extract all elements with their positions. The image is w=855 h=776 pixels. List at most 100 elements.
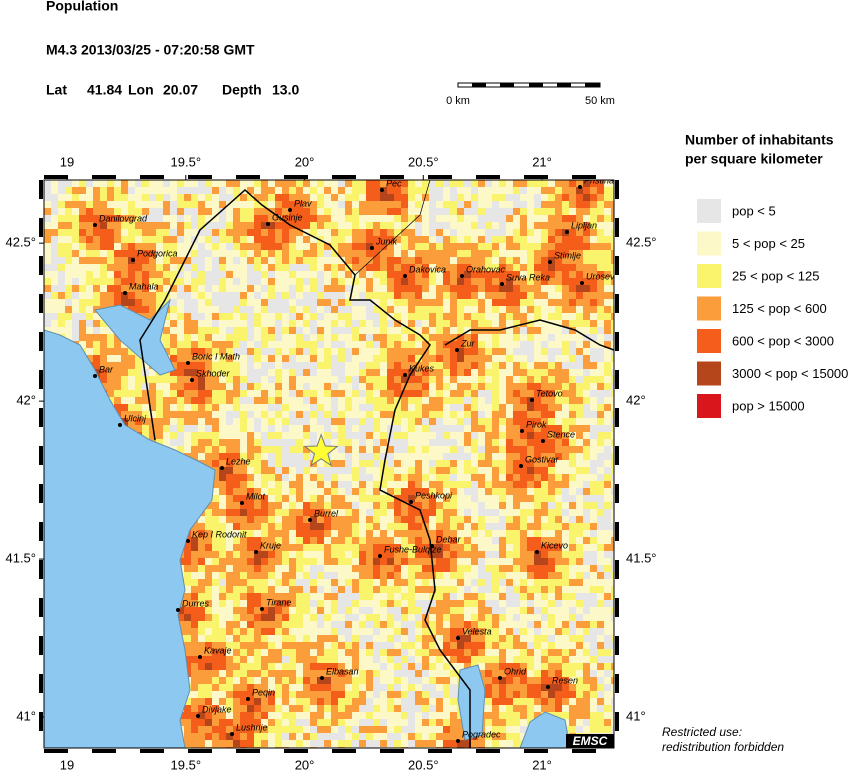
population-cell: [352, 705, 359, 712]
population-cell: [583, 495, 590, 502]
population-cell: [261, 593, 268, 600]
population-cell: [527, 481, 534, 488]
population-cell: [611, 194, 614, 201]
population-cell: [597, 544, 604, 551]
population-cell: [212, 474, 219, 481]
population-cell: [408, 593, 415, 600]
population-cell: [569, 663, 576, 670]
population-cell: [338, 278, 345, 285]
population-cell: [345, 208, 352, 215]
population-cell: [282, 355, 289, 362]
population-cell: [282, 516, 289, 523]
population-cell: [65, 222, 72, 229]
population-cell: [415, 404, 422, 411]
population-cell: [408, 334, 415, 341]
population-cell: [485, 663, 492, 670]
population-cell: [268, 628, 275, 635]
population-cell: [597, 285, 604, 292]
population-cell: [233, 397, 240, 404]
population-cell: [268, 334, 275, 341]
population-cell: [611, 670, 614, 677]
population-cell: [478, 285, 485, 292]
population-cell: [478, 236, 485, 243]
population-cell: [303, 320, 310, 327]
population-cell: [443, 383, 450, 390]
population-cell: [576, 180, 583, 187]
population-cell: [611, 488, 614, 495]
population-cell: [520, 726, 527, 733]
population-cell: [177, 383, 184, 390]
population-cell: [527, 327, 534, 334]
population-cell: [177, 355, 184, 362]
population-cell: [156, 292, 163, 299]
population-cell: [471, 411, 478, 418]
population-cell: [345, 299, 352, 306]
population-cell: [499, 551, 506, 558]
population-cell: [464, 348, 471, 355]
population-cell: [303, 684, 310, 691]
population-cell: [359, 558, 366, 565]
population-cell: [527, 453, 534, 460]
lon-value: 20.07: [163, 82, 198, 98]
population-cell: [303, 544, 310, 551]
population-cell: [198, 208, 205, 215]
population-cell: [191, 740, 198, 747]
population-cell: [499, 236, 506, 243]
population-cell: [380, 719, 387, 726]
population-cell: [331, 656, 338, 663]
population-cell: [422, 705, 429, 712]
population-cell: [464, 250, 471, 257]
population-cell: [191, 355, 198, 362]
population-cell: [611, 257, 614, 264]
population-cell: [184, 600, 191, 607]
population-cell: [604, 705, 611, 712]
population-cell: [198, 712, 205, 719]
population-cell: [408, 523, 415, 530]
population-cell: [604, 467, 611, 474]
population-cell: [261, 628, 268, 635]
population-cell: [380, 460, 387, 467]
population-cell: [191, 537, 198, 544]
population-cell: [331, 684, 338, 691]
population-cell: [555, 383, 562, 390]
population-cell: [548, 495, 555, 502]
population-cell: [422, 719, 429, 726]
population-cell: [331, 621, 338, 628]
population-cell: [394, 558, 401, 565]
population-cell: [226, 411, 233, 418]
population-cell: [240, 684, 247, 691]
population-cell: [373, 656, 380, 663]
population-cell: [268, 516, 275, 523]
population-cell: [366, 621, 373, 628]
population-cell: [184, 222, 191, 229]
population-cell: [254, 607, 261, 614]
population-cell: [100, 362, 107, 369]
population-cell: [611, 572, 614, 579]
population-cell: [485, 278, 492, 285]
population-cell: [324, 390, 331, 397]
population-cell: [254, 740, 261, 747]
population-cell: [492, 586, 499, 593]
population-cell: [555, 236, 562, 243]
population-cell: [555, 432, 562, 439]
population-cell: [310, 509, 317, 516]
population-cell: [457, 425, 464, 432]
population-cell: [275, 390, 282, 397]
population-cell: [541, 509, 548, 516]
population-cell: [205, 376, 212, 383]
population-cell: [387, 733, 394, 740]
population-cell: [555, 439, 562, 446]
population-cell: [464, 278, 471, 285]
population-cell: [331, 628, 338, 635]
population-cell: [492, 467, 499, 474]
population-cell: [506, 593, 513, 600]
population-cell: [366, 642, 373, 649]
population-cell: [373, 684, 380, 691]
population-cell: [520, 705, 527, 712]
population-cell: [457, 544, 464, 551]
population-cell: [513, 187, 520, 194]
population-cell: [345, 446, 352, 453]
depth-value: 13.0: [272, 82, 299, 98]
population-cell: [359, 334, 366, 341]
population-cell: [310, 572, 317, 579]
